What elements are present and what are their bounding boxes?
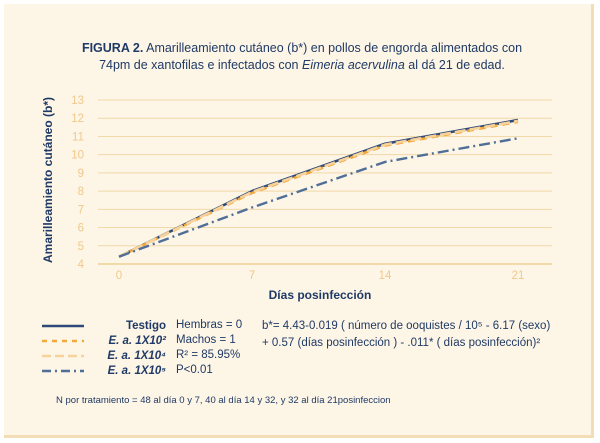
footnote: N por tratamiento = 48 al día 0 y 7, 40 … bbox=[56, 395, 391, 406]
series-layer bbox=[118, 118, 519, 258]
y-tick-label-13: 13 bbox=[71, 95, 84, 107]
x-tick-label-7: 7 bbox=[249, 270, 255, 282]
x-tick-label-21: 21 bbox=[512, 270, 525, 282]
y-axis-title: Amarilleamiento cutáneo (b*) bbox=[41, 97, 55, 263]
grid-layer bbox=[98, 99, 552, 265]
figure-title-part2: 74pm de xantofilas e infectados con bbox=[99, 58, 299, 72]
equation-line-1: b*= 4.43-0.019 ( número de ooquistes / 1… bbox=[262, 320, 551, 332]
figure-title-part3: al dá 21 de edad. bbox=[408, 58, 505, 72]
series-line-e-a-1x10-2 bbox=[118, 120, 519, 258]
series-line-testigo bbox=[118, 118, 519, 258]
figure-title-part1: Amarilleamiento cutáneo (b*) en pollos d… bbox=[146, 41, 523, 55]
figure-title: FIGURA 2. Amarilleamiento cutáneo (b*) e… bbox=[4, 40, 600, 74]
x-tick-label-0: 0 bbox=[116, 270, 122, 282]
x-tick-label-14: 14 bbox=[379, 270, 392, 282]
y-tick-label-9: 9 bbox=[78, 168, 84, 180]
stat-hembras: Hembras = 0 bbox=[176, 319, 243, 331]
y-tick-label-10: 10 bbox=[71, 150, 84, 162]
y-tick-label-5: 5 bbox=[78, 241, 84, 253]
series-line-e-a-1x10-4 bbox=[118, 119, 519, 258]
legend-label-e-a-1x10-2: E. a. 1X10² bbox=[108, 334, 166, 347]
x-axis-title: Días posinfección bbox=[269, 288, 372, 302]
legend-label-e-a-1x10-4: E. a. 1X10⁴ bbox=[107, 349, 166, 362]
stat-machos: Machos = 1 bbox=[176, 334, 236, 346]
tick-layer: 4 5 6 7 8 9 10 11 12 13 0 7 14 21 bbox=[71, 95, 524, 282]
legend-area: Testigo E. a. 1X10² E. a. 1X10⁴ E. a. 1X… bbox=[40, 318, 600, 378]
y-tick-label-6: 6 bbox=[78, 223, 84, 235]
figure-title-italic: Eimeria acervulina bbox=[301, 58, 405, 72]
legend-item-e-a-1x10-4: E. a. 1X10⁴ bbox=[40, 348, 166, 363]
legend-label-e-a-1x10-5: E. a. 1X10⁵ bbox=[107, 364, 166, 377]
legend-symbol-e-a-1x10-5 bbox=[40, 365, 86, 377]
stat-p-value: P<0.01 bbox=[176, 364, 213, 376]
stat-r-squared: R² = 85.95% bbox=[176, 349, 241, 361]
y-tick-label-8: 8 bbox=[78, 186, 84, 198]
legend-item-e-a-1x10-2: E. a. 1X10² bbox=[40, 333, 166, 348]
regression-stats: Hembras = 0 Machos = 1 R² = 85.95% P<0.0… bbox=[176, 318, 242, 378]
figure-panel: FIGURA 2. Amarilleamiento cutáneo (b*) e… bbox=[4, 4, 594, 438]
y-tick-label-7: 7 bbox=[78, 204, 84, 216]
regression-equation: b*= 4.43-0.019 ( número de ooquistes / 1… bbox=[262, 318, 592, 351]
legend-symbol-testigo bbox=[40, 320, 86, 332]
legend-label-testigo: Testigo bbox=[125, 319, 166, 332]
y-tick-label-4: 4 bbox=[78, 259, 85, 271]
legend-item-e-a-1x10-5: E. a. 1X10⁵ bbox=[40, 363, 166, 378]
figure-label: FIGURA 2. bbox=[81, 41, 144, 55]
y-tick-label-12: 12 bbox=[71, 113, 84, 125]
legend-symbol-e-a-1x10-2 bbox=[40, 335, 86, 347]
y-tick-label-11: 11 bbox=[72, 131, 84, 143]
equation-line-2: + 0.57 (días posinfección ) - .011* ( dí… bbox=[262, 336, 541, 349]
legend-symbol-e-a-1x10-4 bbox=[40, 350, 86, 362]
series-line-e-a-1x10-5 bbox=[118, 137, 519, 258]
legend-item-testigo: Testigo bbox=[40, 318, 166, 333]
